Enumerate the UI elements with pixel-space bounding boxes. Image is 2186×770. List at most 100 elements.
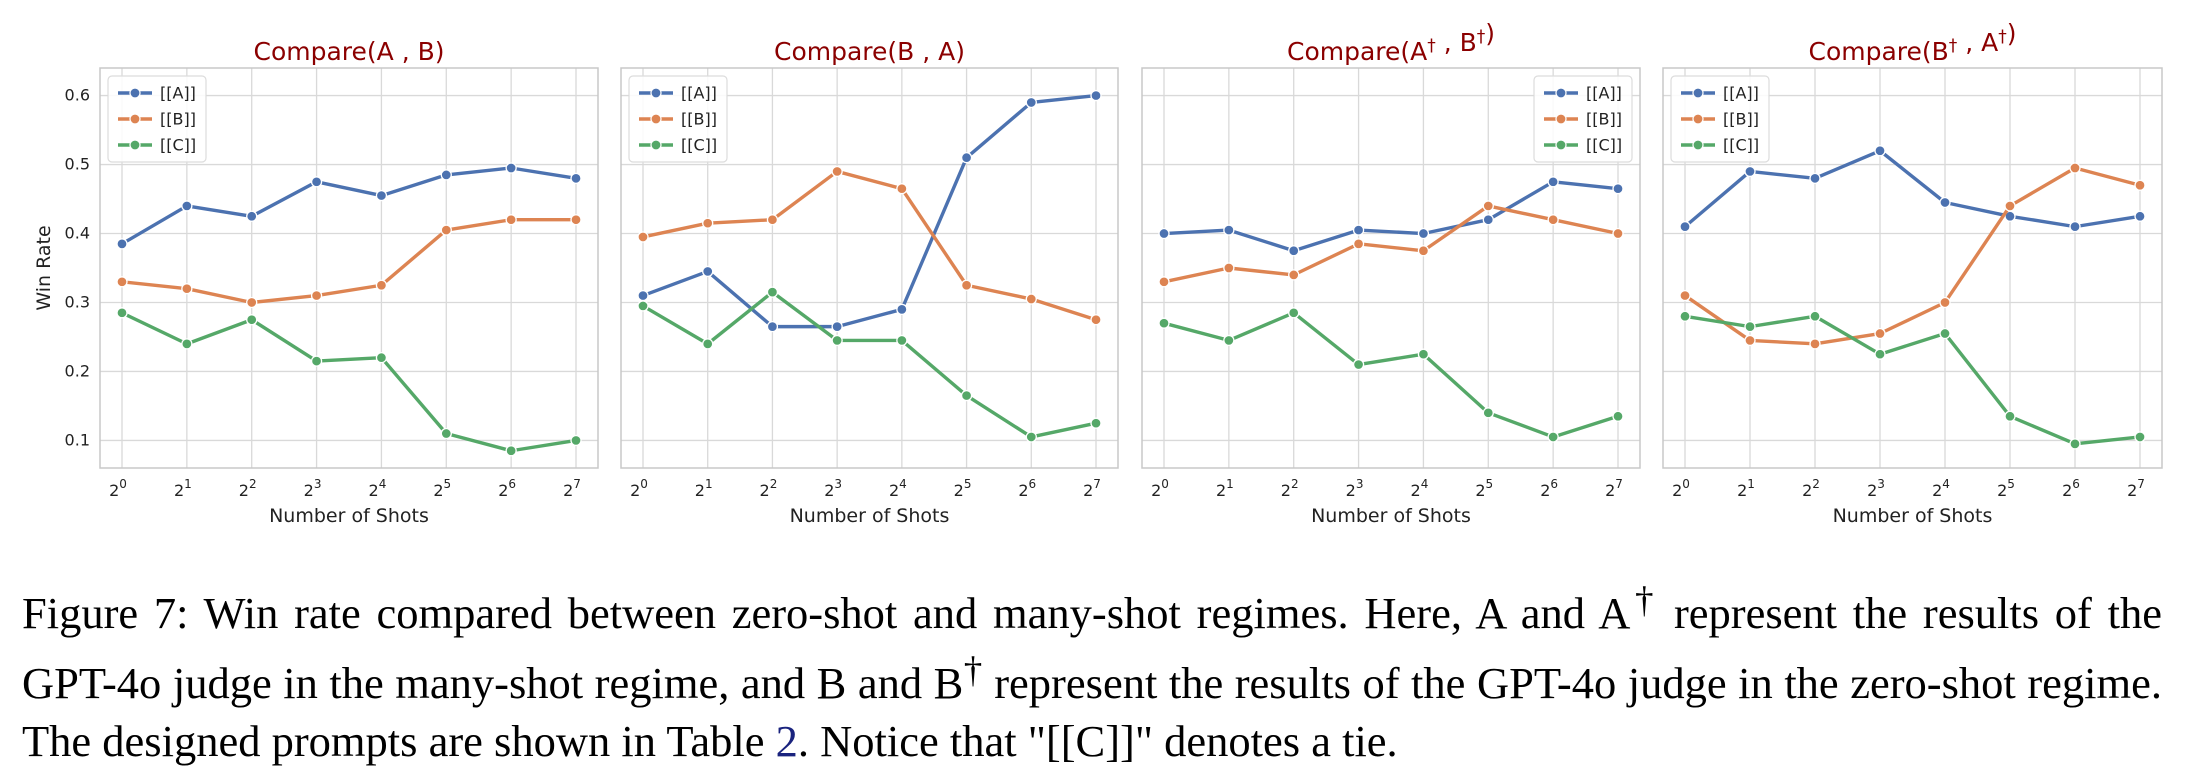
- caption-text-2: represent the results of the GPT-4o judg…: [22, 587, 2162, 708]
- legend-entry: [[A]]: [160, 84, 196, 103]
- data-point: [1679, 220, 1691, 233]
- data-point: [375, 189, 388, 202]
- y-tick-label: 0.1: [65, 430, 90, 449]
- x-tick-label: 27: [1605, 477, 1623, 500]
- series-line-c: [1684, 314, 2141, 446]
- data-point: [831, 334, 843, 347]
- series-line-c: [121, 311, 577, 453]
- data-point: [702, 217, 714, 229]
- data-point: [1679, 310, 1691, 322]
- data-point: [2004, 410, 2016, 422]
- legend-marker: [129, 139, 141, 151]
- chart-panel-4: Compare(B† , A†) 20 21 22 23 24 25 26 27 Number o…: [1662, 19, 2163, 527]
- data-point: [2134, 431, 2146, 443]
- data-point: [375, 352, 388, 364]
- legend-entry: [[A]]: [1586, 84, 1622, 103]
- data-point: [1352, 238, 1365, 250]
- legend-entry: [[C]]: [1723, 136, 1759, 155]
- x-tick-label: 25: [1475, 477, 1493, 500]
- y-tick-label: 0.5: [65, 155, 90, 174]
- legend-marker: [129, 113, 141, 125]
- data-point: [1874, 348, 1886, 360]
- data-point: [831, 165, 843, 178]
- x-tick-label: 26: [1540, 477, 1558, 500]
- x-tick-label: 21: [174, 477, 192, 500]
- data-point: [1744, 320, 1756, 333]
- caption-label: Figure 7:: [22, 587, 189, 638]
- data-point: [1288, 245, 1300, 257]
- x-tick-label: 20: [1672, 477, 1690, 500]
- data-point: [1612, 227, 1624, 240]
- data-point: [960, 389, 973, 402]
- series-line-b: [642, 169, 1097, 322]
- data-point: [1223, 334, 1235, 347]
- legend-entry: [[A]]: [681, 84, 717, 103]
- panel-title: Compare(B , A): [774, 37, 965, 66]
- data-point: [570, 434, 582, 447]
- data-point: [637, 300, 649, 312]
- data-point: [1025, 96, 1037, 109]
- data-point: [246, 314, 258, 326]
- x-tick-label: 26: [2062, 477, 2080, 500]
- x-tick-label: 26: [1018, 477, 1036, 500]
- x-axis-label: Number of Shots: [1833, 505, 1993, 527]
- x-tick-label: 21: [1737, 477, 1755, 500]
- x-tick-label: 25: [954, 477, 972, 500]
- data-point: [1939, 296, 1951, 309]
- x-tick-label: 22: [239, 477, 257, 500]
- data-point: [1288, 269, 1300, 281]
- data-point: [1612, 410, 1624, 422]
- data-point: [440, 224, 452, 236]
- data-point: [2069, 162, 2081, 174]
- data-point: [702, 338, 714, 350]
- data-point: [440, 427, 452, 440]
- legend-entry: [[B]]: [681, 110, 717, 129]
- data-point: [1809, 338, 1821, 350]
- data-point: [1352, 358, 1365, 371]
- data-point: [896, 183, 908, 195]
- data-point: [896, 334, 908, 347]
- x-tick-label: 22: [1802, 477, 1820, 500]
- data-point: [702, 265, 714, 278]
- legend-marker: [650, 87, 662, 99]
- data-point: [116, 276, 128, 288]
- data-point: [1352, 224, 1365, 236]
- x-tick-label: 27: [2127, 477, 2145, 500]
- data-point: [181, 338, 193, 350]
- series-line-b: [121, 218, 576, 305]
- data-point: [116, 238, 128, 250]
- legend-marker: [1555, 113, 1567, 125]
- legend-entry: [[C]]: [1586, 136, 1622, 155]
- x-tick-label: 22: [760, 477, 778, 500]
- data-point: [310, 355, 323, 367]
- data-point: [1612, 183, 1624, 195]
- chart-panel-2: Compare(B , A) 20 21 22 23 24 25 26 27 Number of …: [620, 37, 1119, 527]
- y-axis-label: Win Rate: [33, 225, 55, 310]
- data-point: [1158, 276, 1170, 288]
- caption-text-4: . Notice that "[[C]]" denotes a tie.: [797, 715, 1398, 766]
- caption-dagger-1: †: [1630, 580, 1659, 621]
- data-point: [1090, 417, 1102, 429]
- data-point: [505, 214, 517, 226]
- data-point: [1939, 196, 1951, 209]
- data-point: [1679, 289, 1691, 302]
- data-point: [375, 279, 388, 291]
- data-point: [831, 320, 843, 333]
- data-point: [896, 303, 908, 316]
- legend-entry: [[C]]: [681, 136, 717, 155]
- series-line-a: [1683, 149, 2141, 229]
- x-tick-label: 21: [695, 477, 713, 500]
- data-point: [766, 320, 779, 333]
- table-ref-link[interactable]: 2: [775, 715, 798, 766]
- data-point: [637, 289, 649, 302]
- chart-figure: Compare(A , B) 20 21 22 23 24 25 26 27 Number of …: [33, 19, 2163, 527]
- data-point: [1809, 310, 1821, 322]
- legend-marker: [129, 87, 141, 99]
- data-point: [637, 231, 649, 243]
- data-point: [2069, 438, 2081, 450]
- data-point: [1809, 172, 1821, 184]
- series-line-c: [642, 290, 1097, 439]
- data-point: [310, 176, 323, 188]
- caption-text-1: Win rate compared between zero-shot and …: [203, 587, 1631, 638]
- x-tick-label: 24: [1411, 477, 1429, 500]
